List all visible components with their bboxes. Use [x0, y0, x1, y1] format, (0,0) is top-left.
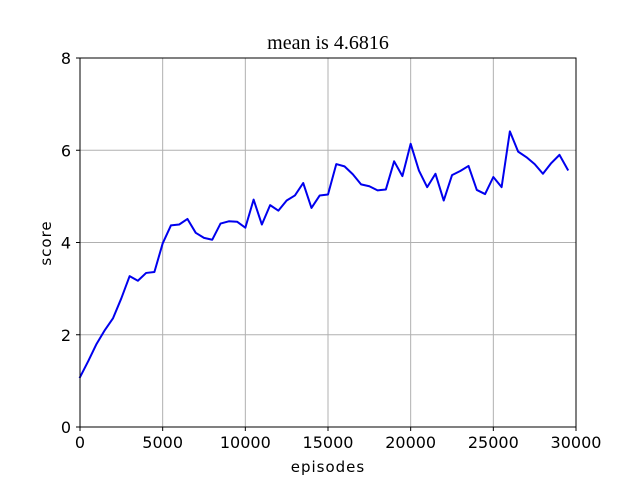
data-point: [137, 280, 139, 282]
data-point: [401, 175, 403, 177]
series-layer: [78, 130, 570, 379]
ticks-layer: 0 5000 10000 15000 20000 25000 30000 0 2 4 6 8: [61, 49, 602, 452]
data-point: [443, 200, 445, 202]
data-point: [178, 224, 180, 226]
x-tick-label: 5000: [142, 433, 183, 452]
data-point: [236, 221, 238, 223]
data-point: [368, 185, 370, 187]
data-point: [261, 224, 263, 226]
y-tick-label: 4: [61, 234, 71, 253]
data-point: [385, 188, 387, 190]
data-point: [534, 163, 536, 165]
data-point: [104, 329, 106, 331]
data-point: [327, 194, 329, 196]
data-point: [129, 275, 131, 277]
data-point: [310, 207, 312, 209]
data-point: [476, 189, 478, 191]
x-tick-label: 25000: [468, 433, 519, 452]
y-tick-label: 6: [61, 141, 71, 160]
data-point: [335, 163, 337, 165]
x-axis-label: episodes: [291, 458, 365, 476]
data-point: [451, 174, 453, 176]
data-point: [211, 239, 213, 241]
data-point: [153, 271, 155, 273]
series-line: [78, 130, 570, 379]
data-point: [294, 194, 296, 196]
data-point: [567, 169, 569, 171]
data-point: [244, 227, 246, 229]
data-point: [344, 165, 346, 167]
data-point: [542, 173, 544, 175]
data-point: [302, 182, 304, 184]
data-point: [360, 183, 362, 185]
data-point: [253, 199, 255, 201]
data-point: [525, 156, 527, 158]
data-point: [410, 143, 412, 145]
data-point: [492, 176, 494, 178]
data-point: [393, 160, 395, 162]
data-point: [426, 186, 428, 188]
data-point: [145, 272, 147, 274]
data-point: [96, 343, 98, 345]
data-point: [418, 170, 420, 172]
x-tick-label: 0: [75, 433, 85, 452]
data-point: [286, 200, 288, 202]
data-point: [501, 186, 503, 188]
data-point: [558, 154, 560, 156]
data-point: [550, 162, 552, 164]
chart-title: mean is 4.6816: [267, 32, 389, 54]
data-point: [87, 360, 89, 362]
y-tick-label: 8: [61, 49, 71, 68]
data-point: [269, 204, 271, 206]
x-tick-label: 20000: [385, 433, 436, 452]
y-tick-label: 0: [61, 418, 71, 437]
data-point: [162, 242, 164, 244]
data-point: [277, 210, 279, 212]
data-point: [509, 130, 511, 132]
x-tick-label: 30000: [551, 433, 602, 452]
data-point: [220, 223, 222, 225]
data-point: [517, 151, 519, 153]
x-tick-label: 15000: [303, 433, 354, 452]
data-point: [195, 232, 197, 234]
data-point: [434, 173, 436, 175]
data-point: [228, 220, 230, 222]
y-axis-label: score: [37, 220, 55, 265]
y-tick-label: 2: [61, 326, 71, 345]
data-point: [203, 237, 205, 239]
data-point: [120, 297, 122, 299]
data-point: [186, 218, 188, 220]
data-point: [112, 317, 114, 319]
x-tick-label: 10000: [220, 433, 271, 452]
data-point: [459, 170, 461, 172]
data-point: [319, 194, 321, 196]
data-point: [170, 224, 172, 226]
data-point: [352, 173, 354, 175]
data-point: [468, 165, 470, 167]
data-point: [377, 189, 379, 191]
data-point: [484, 193, 486, 195]
